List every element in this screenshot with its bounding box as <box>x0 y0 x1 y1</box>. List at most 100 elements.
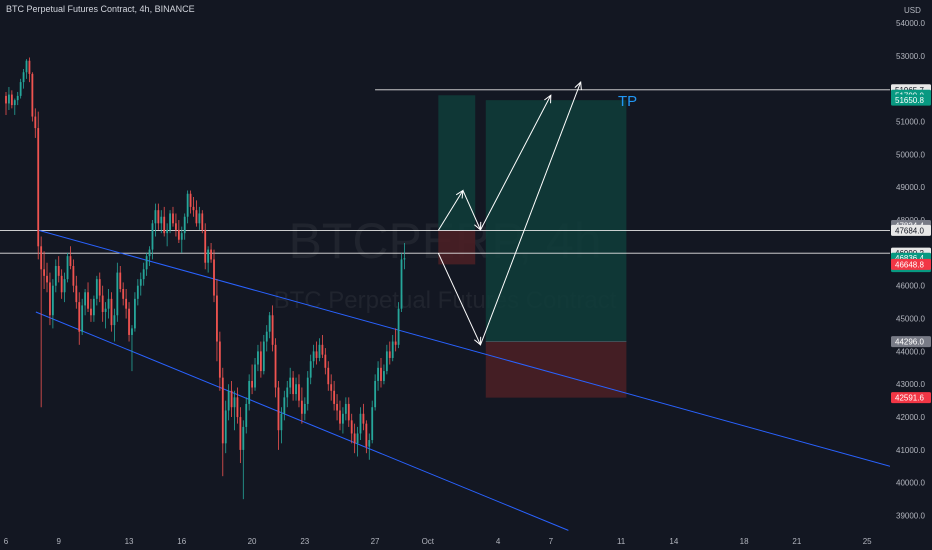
loss-zone-1[interactable] <box>485 341 627 398</box>
candle-body <box>57 266 60 276</box>
profit-zone-1[interactable] <box>485 100 627 342</box>
time-tick-label: 16 <box>177 537 186 546</box>
candle-body <box>201 213 204 230</box>
candle-body <box>303 403 306 414</box>
price-tag-label: 47684.0 <box>895 226 924 235</box>
price-tick-label: 51000.0 <box>896 118 925 127</box>
candle-body <box>5 95 7 104</box>
arrow-segment-0-2[interactable] <box>480 95 552 231</box>
candle-body <box>300 400 303 414</box>
candle-body <box>356 433 359 444</box>
candle-body <box>309 361 312 378</box>
profit-zone-0[interactable] <box>438 95 476 231</box>
candle-body <box>347 403 350 421</box>
candle-body <box>315 351 318 358</box>
candle-body <box>175 223 177 230</box>
candle-body <box>22 72 25 83</box>
time-tick-label: 13 <box>125 537 134 546</box>
candle-body <box>306 377 309 404</box>
candle-body <box>19 82 22 96</box>
price-tick-label: 53000.0 <box>896 52 925 61</box>
candle-body <box>189 193 192 207</box>
candle-body <box>239 417 242 450</box>
price-tag-background <box>891 336 931 348</box>
candle-body <box>342 413 344 424</box>
candle-body <box>230 390 233 408</box>
candle-body <box>107 298 110 309</box>
price-tag-label: 46836.4 <box>895 254 924 263</box>
candle-body <box>359 413 362 434</box>
price-axis-background <box>890 0 932 550</box>
currency-label: USD <box>904 6 921 15</box>
candle-body <box>87 292 89 309</box>
candle-body <box>116 272 119 316</box>
candle-body <box>227 390 230 411</box>
chart-title: BTC Perpetual Futures Contract, 4h, BINA… <box>6 4 195 14</box>
arrow-segment-0-0[interactable] <box>437 190 464 231</box>
arrow-segment-1-0[interactable] <box>437 252 481 346</box>
price-tag: 44296.0 <box>891 336 931 348</box>
arrow-segment-1-1[interactable] <box>480 81 582 345</box>
candle-body <box>180 233 183 240</box>
candle-body <box>327 367 330 385</box>
candle-body <box>192 206 195 211</box>
candle-body <box>377 367 379 381</box>
candle-body <box>224 410 227 444</box>
price-tag-background <box>891 224 931 236</box>
arrow-head-1-1 <box>574 81 582 91</box>
candle-body <box>403 258 406 260</box>
arrow-segment-0-1[interactable] <box>462 190 481 231</box>
candle-body <box>131 328 133 335</box>
candle-body <box>242 426 245 450</box>
candle-body <box>172 213 174 224</box>
candle-body <box>63 279 66 293</box>
candle-body <box>166 229 169 234</box>
price-tick-label: 41000.0 <box>896 446 925 455</box>
time-tick-label: 7 <box>549 537 554 546</box>
candle-body <box>274 344 277 388</box>
candle-body <box>204 229 207 263</box>
trendline-0[interactable] <box>39 230 891 467</box>
candle-body <box>160 216 163 224</box>
candle-body <box>259 351 262 372</box>
candle-body <box>90 308 92 316</box>
candle-body <box>321 344 324 355</box>
candle-body <box>72 266 75 286</box>
candle-body <box>133 298 136 329</box>
candle-body <box>397 308 400 345</box>
candle-body <box>92 298 95 316</box>
candle-body <box>186 193 189 217</box>
candle-body <box>280 413 283 431</box>
candle-body <box>365 423 368 447</box>
candle-body <box>210 249 212 260</box>
candle-body <box>75 285 78 303</box>
price-tick-label: 54000.0 <box>896 19 925 28</box>
candle-body <box>368 440 371 447</box>
price-tick-label: 44000.0 <box>896 347 925 356</box>
candle-body <box>34 116 37 129</box>
price-tick-label: 46000.0 <box>896 282 925 291</box>
candle-body <box>221 377 224 444</box>
candle-body <box>128 308 130 335</box>
candle-body <box>207 249 210 263</box>
time-axis-background <box>0 532 932 550</box>
horizontal-lines <box>0 89 890 254</box>
loss-zone-0[interactable] <box>438 230 476 265</box>
candle-body <box>251 380 254 388</box>
candle-body <box>13 100 16 106</box>
price-tick-label: 45000.0 <box>896 315 925 324</box>
candle-body <box>383 371 385 381</box>
candle-body <box>139 279 142 286</box>
candle-body <box>391 341 394 358</box>
candle-body <box>312 351 315 362</box>
time-tick-label: 25 <box>863 537 872 546</box>
candle-body <box>177 229 180 240</box>
candle-body <box>295 384 297 395</box>
time-axis[interactable]: 6 9 13 16 20 23 27 Oct 4 7 11 14 18 21 25 <box>4 537 872 546</box>
candle-body <box>84 292 87 306</box>
candle-body <box>339 410 341 424</box>
price-tag: 42591.6 <box>891 392 931 404</box>
price-tag: 47684.0 <box>891 224 931 236</box>
candle-body <box>213 259 215 296</box>
